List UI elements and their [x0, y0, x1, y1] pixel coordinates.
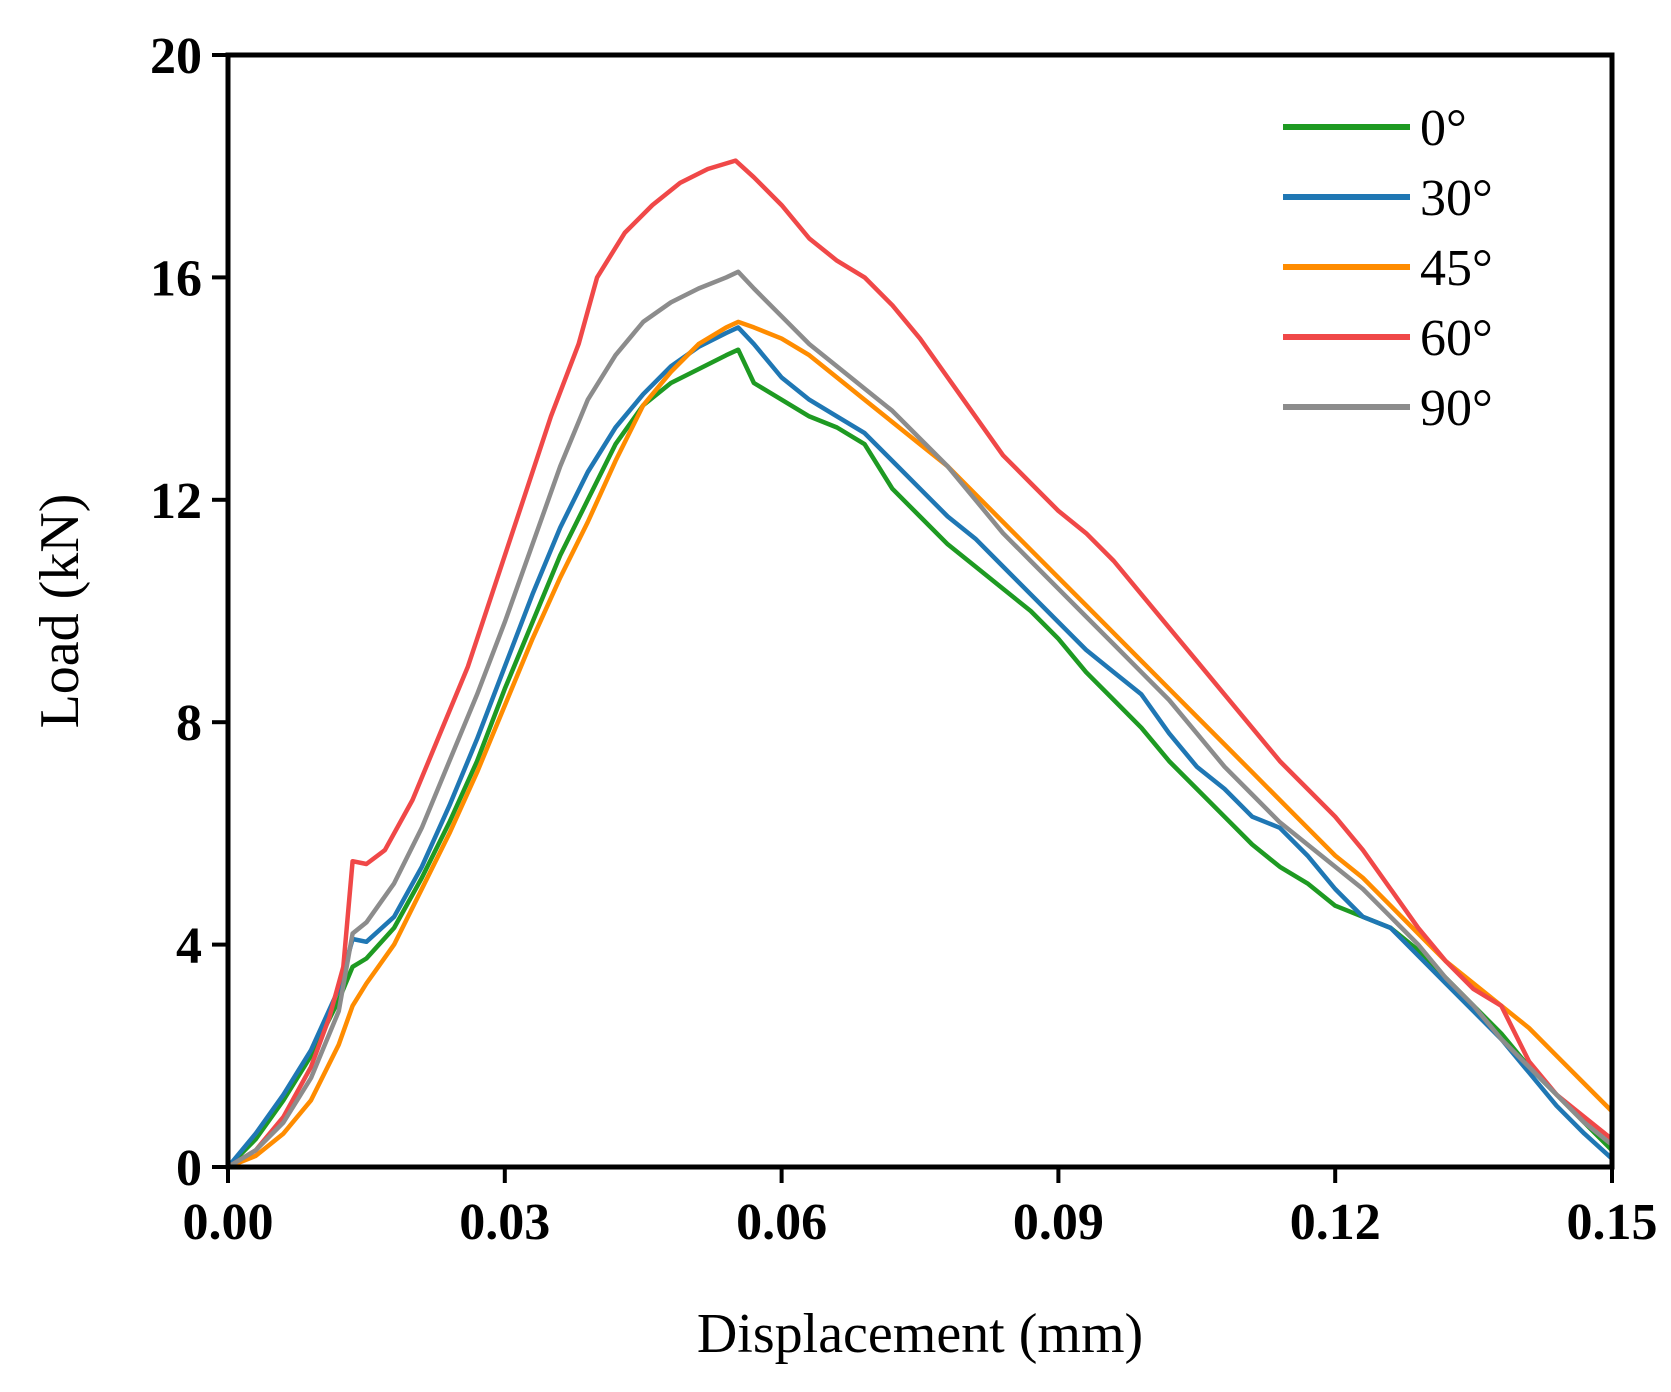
- x-tick-label: 0.06: [736, 1194, 827, 1251]
- y-tick-label: 20: [150, 28, 202, 85]
- legend-label-2: 45°: [1420, 240, 1493, 297]
- series-layer: [225, 158, 1615, 1170]
- series-line-1: [225, 325, 1615, 1170]
- series-line-2: [225, 319, 1615, 1170]
- series-line-3: [225, 158, 1615, 1170]
- legend-label-3: 60°: [1420, 310, 1493, 367]
- series-line-4: [225, 269, 1615, 1170]
- x-tick-label: 0.00: [183, 1194, 274, 1251]
- y-tick-label: 8: [176, 695, 202, 752]
- legend-label-1: 30°: [1420, 170, 1493, 227]
- legend-label-0: 0°: [1420, 100, 1467, 157]
- y-tick-label: 0: [176, 1140, 202, 1197]
- y-tick-label: 12: [150, 473, 202, 530]
- legend-label-4: 90°: [1420, 380, 1493, 437]
- plot-frame: [225, 52, 1615, 1170]
- legend: 0° 30° 45° 60° 90°: [1283, 100, 1493, 437]
- x-tick-label: 0.03: [459, 1194, 550, 1251]
- x-axis-title: Displacement (mm): [697, 1303, 1143, 1365]
- ticks-layer: 0.00 0.03 0.06 0.09 0.12 0.15 0 4 8 12 16 20: [150, 28, 1658, 1251]
- y-tick-label: 16: [150, 250, 202, 307]
- x-tick-label: 0.15: [1567, 1194, 1658, 1251]
- series-line-0: [225, 347, 1615, 1170]
- x-tick-label: 0.12: [1290, 1194, 1381, 1251]
- y-tick-label: 4: [176, 918, 202, 975]
- x-tick-label: 0.09: [1013, 1194, 1104, 1251]
- y-axis-title: Load (kN): [29, 494, 91, 729]
